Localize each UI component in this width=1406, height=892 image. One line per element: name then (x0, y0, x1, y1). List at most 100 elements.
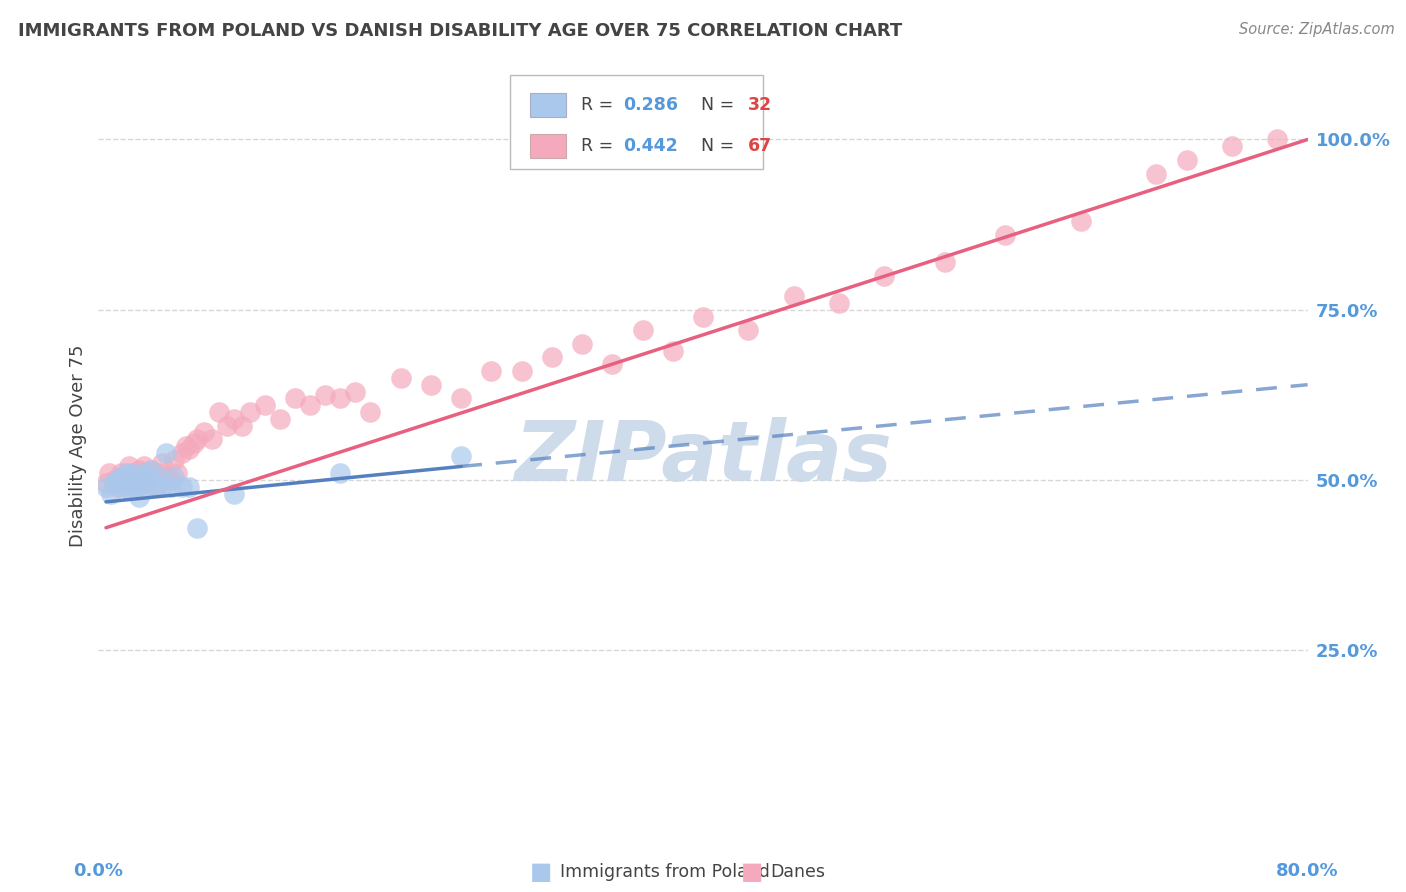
Point (155, 469, 177, 483)
Point (873, 268, 896, 283)
Point (174, 439, 197, 453)
Text: ■: ■ (530, 861, 553, 884)
Text: Immigrants from Poland: Immigrants from Poland (560, 863, 769, 881)
Point (224, 411, 246, 425)
Point (118, 459, 141, 474)
Point (132, 459, 155, 474)
Text: Danes: Danes (770, 863, 825, 881)
Point (253, 398, 276, 412)
Point (389, 371, 412, 385)
Point (132, 467, 155, 481)
Point (692, 310, 714, 324)
Point (1070, 214, 1092, 228)
Point (163, 469, 186, 483)
Point (145, 480, 167, 494)
Point (201, 432, 224, 446)
Point (112, 476, 135, 491)
Point (163, 452, 186, 467)
Point (269, 411, 291, 425)
Point (179, 480, 201, 494)
Point (141, 463, 163, 477)
Point (132, 467, 155, 481)
Point (1220, 139, 1243, 153)
Text: IMMIGRANTS FROM POLAND VS DANISH DISABILITY AGE OVER 75 CORRELATION CHART: IMMIGRANTS FROM POLAND VS DANISH DISABIL… (18, 22, 903, 40)
Point (148, 467, 170, 481)
Point (183, 435, 205, 450)
Point (128, 463, 150, 477)
Point (125, 480, 148, 494)
Point (160, 473, 183, 487)
Point (105, 473, 128, 487)
Point (94, 476, 117, 491)
Point (284, 392, 307, 406)
Point (118, 483, 141, 498)
Point (148, 469, 170, 483)
Point (129, 476, 152, 491)
Point (329, 467, 352, 481)
Point (125, 469, 148, 483)
Point (155, 446, 177, 460)
Point (179, 442, 201, 457)
Point (299, 398, 322, 412)
Point (100, 486, 122, 500)
Point (1175, 153, 1198, 167)
Point (540, 351, 562, 365)
Text: 80.0%: 80.0% (1277, 862, 1339, 880)
Point (170, 480, 193, 494)
Text: ■: ■ (741, 861, 763, 884)
Point (132, 476, 155, 491)
Point (129, 473, 152, 487)
Point (481, 364, 503, 378)
Point (114, 480, 136, 494)
Point (141, 463, 163, 477)
Point (160, 480, 183, 494)
Point (828, 296, 851, 310)
Bar (530, 93, 567, 117)
Point (193, 425, 215, 440)
Point (118, 473, 141, 487)
Point (329, 392, 352, 406)
Point (98, 467, 121, 481)
Point (450, 449, 472, 463)
Point (110, 469, 132, 483)
Point (631, 323, 654, 337)
Point (110, 480, 132, 494)
Point (239, 405, 262, 419)
Point (224, 486, 246, 500)
Text: 0.286: 0.286 (623, 95, 678, 113)
Text: 32: 32 (748, 95, 772, 113)
Point (150, 456, 173, 470)
Text: 0.442: 0.442 (623, 137, 678, 155)
Point (128, 490, 150, 504)
Point (121, 467, 143, 481)
Point (783, 289, 806, 303)
Point (360, 405, 382, 419)
Point (118, 473, 141, 487)
Text: ZIPatlas: ZIPatlas (515, 417, 891, 498)
Point (344, 384, 367, 399)
Point (94, 480, 117, 494)
FancyBboxPatch shape (509, 75, 763, 169)
Point (114, 467, 136, 481)
Point (208, 405, 231, 419)
Point (121, 467, 143, 481)
Y-axis label: Disability Age Over 75: Disability Age Over 75 (69, 344, 87, 548)
Point (571, 336, 593, 351)
Point (420, 377, 443, 392)
Point (170, 446, 193, 460)
Point (186, 521, 208, 535)
Text: Source: ZipAtlas.com: Source: ZipAtlas.com (1239, 22, 1395, 37)
Point (105, 480, 128, 494)
Point (135, 480, 157, 494)
Point (661, 343, 683, 358)
Point (737, 323, 759, 337)
Point (1267, 132, 1289, 146)
Point (135, 473, 157, 487)
Point (215, 418, 238, 433)
Point (231, 418, 253, 433)
Point (110, 467, 132, 481)
Point (186, 432, 208, 446)
Point (150, 480, 173, 494)
Text: 67: 67 (748, 137, 772, 155)
Point (125, 469, 148, 483)
